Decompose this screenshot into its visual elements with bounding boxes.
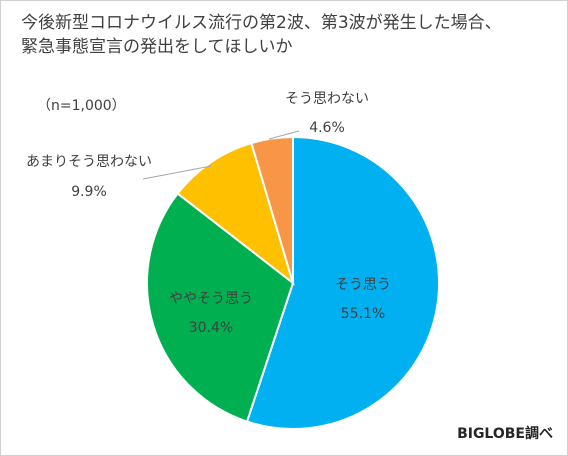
slice-label-agree: そう思う [335,277,391,293]
slice-somewhat-disagree [176,141,295,286]
slice-value-agree: 55.1% [341,306,385,322]
chart-title: 今後新型コロナウイルス流行の第2波、第3波が発生した場合、 緊急事態宣言の発出を… [21,11,551,59]
slice-label-somewhat-disagree: あまりそう思わない [26,154,152,170]
pie-slices [146,135,440,430]
leader-line-somewhat-disagree [142,165,212,180]
sample-size-note: （n=1,000） [37,98,126,114]
slice-label-somewhat-agree: ややそう思う [169,291,253,307]
slice-value-somewhat-agree: 30.4% [189,320,233,336]
chart-title-line-1: 今後新型コロナウイルス流行の第2波、第3波が発生した場合、 [21,13,502,33]
source-credit: BIGLOBE調べ [457,426,553,442]
slice-label-disagree: そう思わない [285,91,369,107]
leader-line-not-agree [268,130,300,140]
slice-value-somewhat-disagree: 9.9% [71,184,107,200]
chart-title-line-2: 緊急事態宣言の発出をしてほしいか [21,37,293,57]
slice-agree [245,135,440,430]
slice-value-disagree: 4.6% [309,120,345,136]
slice-somewhat-agree [146,192,295,423]
